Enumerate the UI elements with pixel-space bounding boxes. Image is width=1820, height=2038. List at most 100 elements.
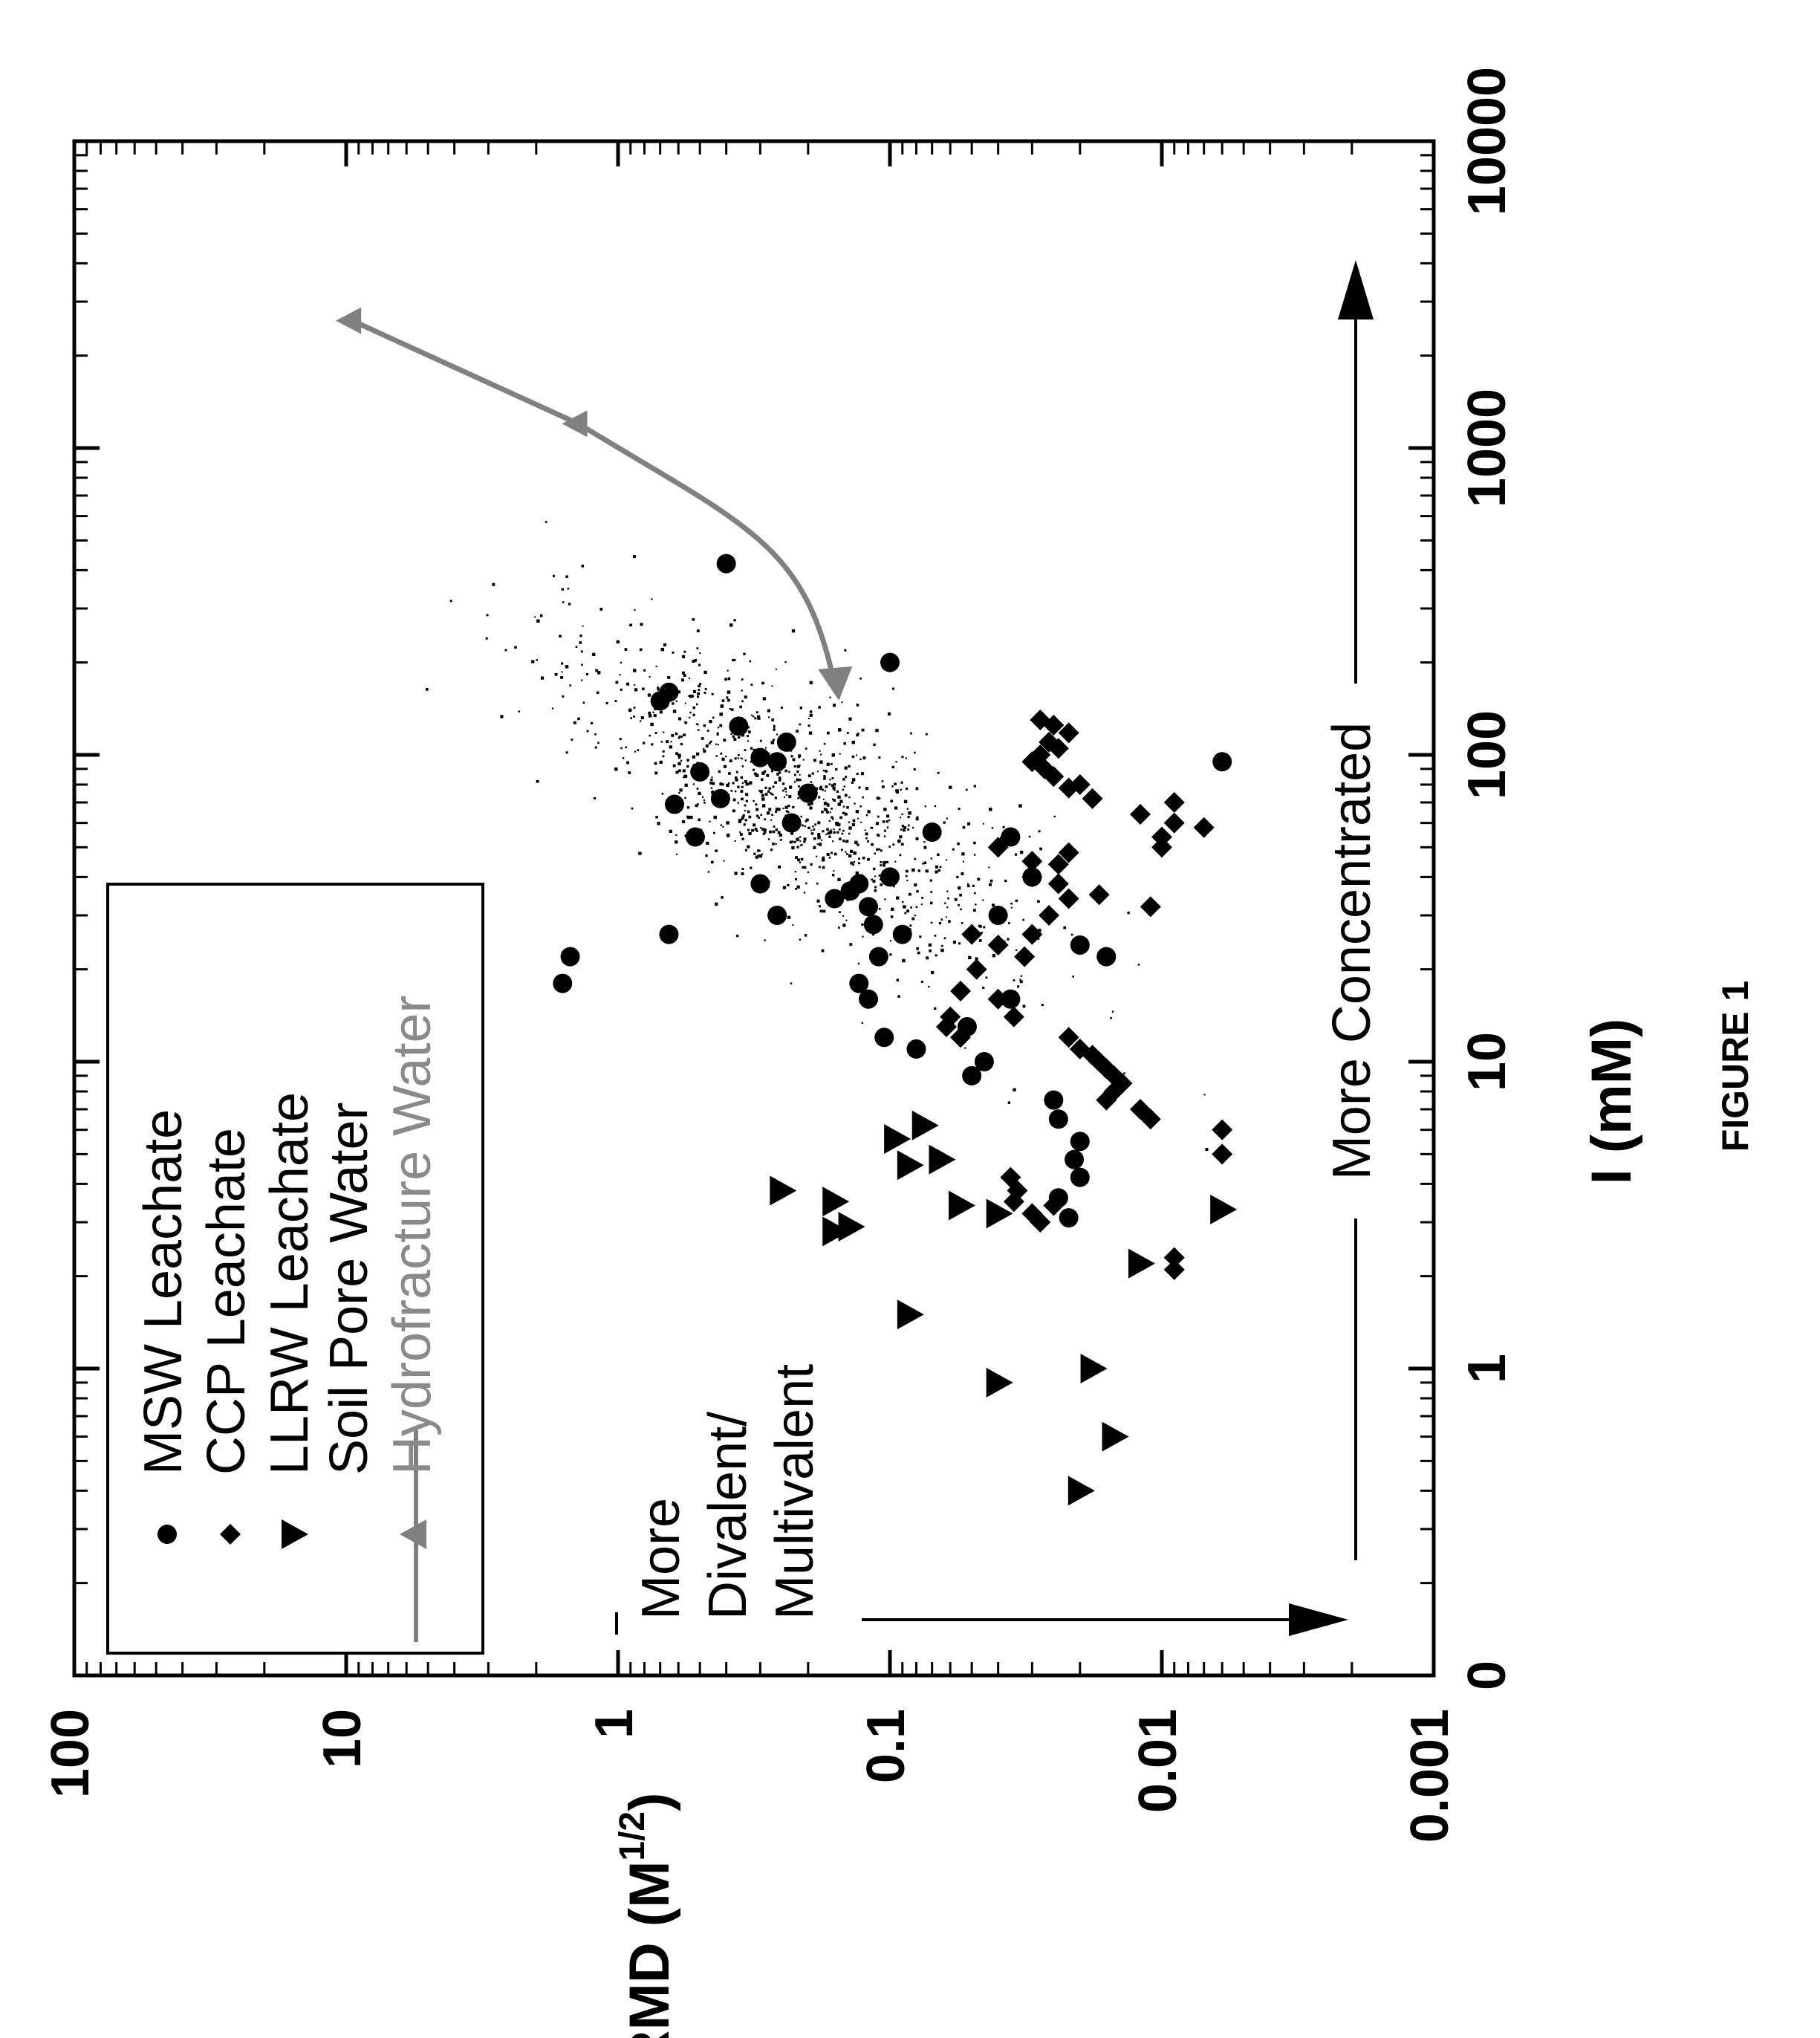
soil-pore-water-point <box>784 770 787 773</box>
msw-leachate-point <box>561 947 580 967</box>
soil-pore-water-point <box>1007 938 1009 940</box>
llrw-leachate-point <box>1068 1476 1095 1505</box>
msw-leachate-point <box>880 867 900 886</box>
soil-pore-water-point <box>799 938 801 940</box>
soil-pore-water-point <box>698 685 701 688</box>
soil-pore-water-point <box>723 739 726 741</box>
soil-pore-water-point <box>886 814 889 817</box>
soil-pore-water-point <box>1008 1102 1010 1104</box>
soil-pore-water-point <box>568 588 570 590</box>
soil-pore-water-point <box>826 811 829 814</box>
soil-pore-water-point <box>815 824 816 825</box>
soil-pore-water-point <box>802 825 804 827</box>
soil-pore-water-point <box>892 843 894 846</box>
soil-pore-water-point <box>799 836 801 837</box>
msw-leachate-point <box>553 974 572 993</box>
soil-pore-water-point <box>789 796 791 798</box>
soil-pore-water-point <box>1015 950 1017 951</box>
soil-pore-water-point <box>848 833 851 835</box>
soil-pore-water-point <box>642 687 645 690</box>
soil-pore-water-point <box>839 800 842 803</box>
soil-pore-water-point <box>847 732 849 734</box>
soil-pore-water-point <box>798 785 800 788</box>
soil-pore-water-point <box>1020 980 1023 983</box>
plot-root: 01101001000100000.0010.010.1110100 I (mM… <box>41 67 1756 2038</box>
soil-pore-water-point <box>772 843 775 846</box>
soil-pore-water-point <box>807 872 809 873</box>
soil-pore-water-point <box>741 776 744 779</box>
soil-pore-water-point <box>722 826 724 828</box>
soil-pore-water-point <box>837 878 840 881</box>
msw-leachate-point <box>1049 1109 1068 1129</box>
soil-pore-water-point <box>883 808 886 811</box>
soil-pore-water-point <box>961 872 963 875</box>
soil-pore-water-point <box>819 866 821 868</box>
soil-pore-water-point <box>661 741 663 742</box>
soil-pore-water-point <box>675 752 678 755</box>
figure-1-chart: 01101001000100000.0010.010.1110100 I (mM… <box>0 0 1820 2038</box>
soil-pore-water-point <box>753 823 755 826</box>
soil-pore-water-point <box>633 555 636 558</box>
soil-pore-water-point <box>909 893 911 896</box>
soil-pore-water-point <box>561 671 562 672</box>
legend: MSW LeachateCCP LeachateLLRW LeachateSoi… <box>108 884 483 1653</box>
soil-pore-water-point <box>683 651 686 653</box>
soil-pore-water-point <box>805 820 807 822</box>
soil-pore-water-point <box>935 805 936 807</box>
soil-pore-water-point <box>804 837 807 840</box>
soil-pore-water-point <box>579 641 582 644</box>
soil-pore-water-point <box>486 614 488 616</box>
soil-pore-water-point <box>829 697 831 698</box>
soil-pore-water-point <box>799 765 801 766</box>
soil-pore-water-point <box>875 729 878 732</box>
soil-pore-water-point <box>858 857 860 860</box>
soil-pore-water-point <box>715 849 718 852</box>
soil-pore-water-point <box>552 707 553 709</box>
soil-pore-water-point <box>504 649 507 652</box>
soil-pore-water-point <box>938 869 940 872</box>
soil-pore-water-point <box>1072 976 1074 978</box>
soil-pore-water-point <box>988 866 989 868</box>
soil-pore-water-point <box>907 808 909 809</box>
soil-pore-water-point <box>739 831 741 833</box>
soil-pore-water-point <box>614 768 617 770</box>
soil-pore-water-point <box>741 872 744 875</box>
soil-pore-water-point <box>675 701 677 702</box>
soil-pore-water-point <box>844 649 846 652</box>
soil-pore-water-point <box>773 725 776 727</box>
soil-pore-water-point <box>735 757 737 759</box>
soil-pore-water-point <box>968 956 971 959</box>
soil-pore-water-point <box>900 789 902 791</box>
soil-pore-water-point <box>728 678 731 681</box>
ccp-leachate-point <box>1021 924 1042 945</box>
soil-pore-water-point <box>703 692 706 694</box>
soil-pore-water-point <box>592 653 595 656</box>
llrw-leachate-point <box>884 1124 911 1154</box>
soil-pore-water-point <box>796 770 799 773</box>
soil-pore-water-point <box>750 747 753 750</box>
soil-pore-water-point <box>760 814 762 817</box>
soil-pore-water-point <box>786 794 787 796</box>
soil-pore-water-point <box>930 891 932 893</box>
soil-pore-water-point <box>789 785 792 788</box>
soil-pore-water-point <box>849 943 852 946</box>
soil-pore-water-point <box>828 836 831 838</box>
soil-pore-water-point <box>733 799 736 802</box>
soil-pore-water-point <box>897 995 900 997</box>
soil-pore-water-point <box>919 935 921 938</box>
soil-pore-water-point <box>675 733 678 736</box>
soil-pore-water-point <box>958 942 961 944</box>
soil-pore-water-point <box>812 825 813 827</box>
msw-leachate-point <box>880 653 900 672</box>
soil-pore-water-point <box>450 600 452 602</box>
soil-pore-water-point <box>753 830 754 831</box>
soil-pore-water-point <box>854 861 856 863</box>
soil-pore-water-point <box>581 565 584 568</box>
soil-pore-water-point <box>768 808 771 811</box>
soil-pore-water-point <box>599 608 602 611</box>
soil-pore-water-point <box>846 853 848 855</box>
soil-pore-water-point <box>727 834 729 837</box>
soil-pore-water-point <box>874 889 877 892</box>
soil-pore-water-point <box>902 814 903 815</box>
soil-pore-water-point <box>1017 985 1019 987</box>
